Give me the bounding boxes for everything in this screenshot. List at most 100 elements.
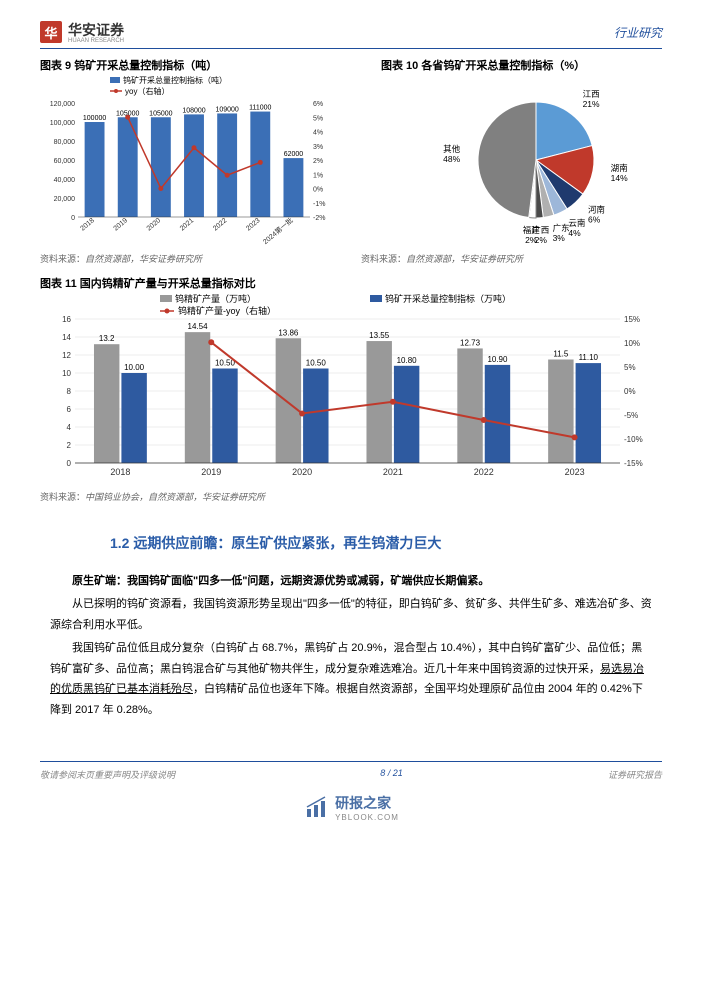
chart10: 江西21%湖南14%河南6%云南4%广东3%广西2%福建2%其他48% bbox=[361, 75, 661, 245]
logo: 华 华安证券 HUAAN RESEARCH bbox=[40, 20, 124, 44]
svg-text:12: 12 bbox=[62, 351, 71, 360]
svg-text:62000: 62000 bbox=[284, 151, 304, 158]
svg-text:10.50: 10.50 bbox=[306, 359, 327, 368]
svg-text:其他: 其他 bbox=[443, 144, 461, 154]
svg-text:2020: 2020 bbox=[146, 217, 163, 232]
svg-text:2%: 2% bbox=[525, 235, 538, 245]
footer: 敬请参阅末页重要声明及评级说明 8 / 21 证券研究报告 bbox=[40, 761, 662, 781]
para-bold: 原生矿端：我国钨矿面临"四多一低"问题，远期资源优势或减弱，矿端供应长期偏紧。 bbox=[50, 571, 652, 592]
chart9-block: 图表 9 钨矿开采总量控制指标（吨） 钨矿开采总量控制指标（吨）yoy（右轴）0… bbox=[40, 57, 341, 265]
chart9: 钨矿开采总量控制指标（吨）yoy（右轴）020,00040,00060,0008… bbox=[40, 75, 340, 245]
svg-text:2023: 2023 bbox=[245, 217, 262, 232]
watermark: 研报之家 YBLOOK.COM bbox=[40, 793, 662, 826]
chart11-title: 图表 11 国内钨精矿产量与开采总量指标对比 bbox=[40, 275, 662, 291]
watermark-en: YBLOOK.COM bbox=[335, 813, 399, 822]
chart11: 钨精矿产量（万吨）钨矿开采总量控制指标（万吨）钨精矿产量-yoy（右轴）0246… bbox=[40, 293, 660, 483]
svg-text:2018: 2018 bbox=[79, 217, 96, 232]
svg-text:100,000: 100,000 bbox=[50, 120, 75, 127]
chart10-source: 资料来源：自然资源部，华安证券研究所 bbox=[361, 252, 662, 265]
svg-text:16: 16 bbox=[62, 315, 71, 324]
logo-sub: HUAAN RESEARCH bbox=[68, 38, 124, 44]
svg-text:广东: 广东 bbox=[553, 223, 570, 233]
svg-text:10.00: 10.00 bbox=[124, 363, 145, 372]
header-category: 行业研究 bbox=[614, 24, 662, 41]
chart11-block: 图表 11 国内钨精矿产量与开采总量指标对比 钨精矿产量（万吨）钨矿开采总量控制… bbox=[40, 275, 662, 503]
svg-text:14: 14 bbox=[62, 333, 71, 342]
logo-icon: 华 bbox=[40, 21, 62, 43]
svg-text:4%: 4% bbox=[313, 130, 323, 137]
chart9-source: 资料来源：自然资源部，华安证券研究所 bbox=[40, 252, 341, 265]
svg-text:109000: 109000 bbox=[215, 106, 238, 113]
svg-text:13.86: 13.86 bbox=[278, 328, 299, 337]
svg-text:2021: 2021 bbox=[383, 467, 403, 477]
svg-text:48%: 48% bbox=[443, 154, 460, 164]
svg-text:-2%: -2% bbox=[313, 215, 325, 222]
svg-text:云南: 云南 bbox=[568, 218, 585, 228]
chart11-source: 资料来源：中国钨业协会，自然资源部，华安证券研究所 bbox=[40, 490, 662, 503]
svg-text:-15%: -15% bbox=[624, 459, 643, 468]
svg-text:108000: 108000 bbox=[182, 107, 205, 114]
footer-right: 证券研究报告 bbox=[608, 768, 662, 781]
svg-text:12.73: 12.73 bbox=[460, 338, 481, 347]
svg-text:14.54: 14.54 bbox=[188, 322, 209, 331]
svg-text:14%: 14% bbox=[611, 173, 628, 183]
chart10-title: 图表 10 各省钨矿开采总量控制指标（%） bbox=[361, 57, 662, 73]
svg-text:-5%: -5% bbox=[624, 411, 638, 420]
watermark-cn: 研报之家 bbox=[335, 793, 391, 813]
svg-text:6%: 6% bbox=[313, 101, 323, 108]
svg-text:-1%: -1% bbox=[313, 201, 325, 208]
svg-text:3%: 3% bbox=[553, 233, 566, 243]
svg-text:60,000: 60,000 bbox=[54, 158, 76, 165]
watermark-icon bbox=[303, 795, 329, 821]
svg-text:10.80: 10.80 bbox=[397, 356, 418, 365]
svg-text:10: 10 bbox=[62, 369, 71, 378]
svg-text:4%: 4% bbox=[568, 228, 581, 238]
svg-text:2023: 2023 bbox=[565, 467, 585, 477]
svg-text:13.2: 13.2 bbox=[99, 334, 115, 343]
svg-text:0%: 0% bbox=[624, 387, 636, 396]
svg-text:yoy（右轴）: yoy（右轴） bbox=[125, 86, 169, 96]
svg-text:2%: 2% bbox=[313, 158, 323, 165]
para2: 我国钨矿品位低且成分复杂（白钨矿占 68.7%，黑钨矿占 20.9%，混合型占 … bbox=[50, 638, 652, 722]
svg-text:105000: 105000 bbox=[149, 110, 172, 117]
section-title: 1.2 远期供应前瞻：原生矿供应紧张，再生钨潜力巨大 bbox=[110, 533, 662, 553]
svg-text:2019: 2019 bbox=[201, 467, 221, 477]
svg-text:0%: 0% bbox=[313, 187, 323, 194]
svg-text:6%: 6% bbox=[588, 214, 601, 224]
svg-text:0: 0 bbox=[71, 215, 75, 222]
svg-text:5%: 5% bbox=[624, 363, 636, 372]
logo-text: 华安证券 bbox=[68, 20, 124, 40]
svg-text:6: 6 bbox=[67, 405, 72, 414]
svg-text:8: 8 bbox=[67, 387, 72, 396]
svg-text:4: 4 bbox=[67, 423, 72, 432]
svg-text:10%: 10% bbox=[624, 339, 640, 348]
footer-left: 敬请参阅末页重要声明及评级说明 bbox=[40, 768, 175, 781]
svg-text:100000: 100000 bbox=[83, 115, 106, 122]
svg-text:-10%: -10% bbox=[624, 435, 643, 444]
page-header: 华 华安证券 HUAAN RESEARCH 行业研究 bbox=[40, 20, 662, 49]
svg-text:11.5: 11.5 bbox=[553, 350, 569, 359]
svg-text:11.10: 11.10 bbox=[579, 353, 599, 362]
svg-text:13.55: 13.55 bbox=[369, 331, 390, 340]
svg-text:5%: 5% bbox=[313, 115, 323, 122]
svg-text:钨精矿产量（万吨）: 钨精矿产量（万吨） bbox=[175, 293, 256, 304]
svg-text:钨精矿产量-yoy（右轴）: 钨精矿产量-yoy（右轴） bbox=[178, 305, 276, 316]
chart10-block: 图表 10 各省钨矿开采总量控制指标（%） 江西21% 湖南14% 河南6%云南4%… bbox=[361, 57, 662, 265]
body-text: 原生矿端：我国钨矿面临"四多一低"问题，远期资源优势或减弱，矿端供应长期偏紧。 … bbox=[50, 571, 652, 721]
svg-text:80,000: 80,000 bbox=[54, 139, 76, 146]
svg-text:2024第一批: 2024第一批 bbox=[261, 216, 295, 245]
svg-text:2020: 2020 bbox=[292, 467, 312, 477]
svg-text:10.90: 10.90 bbox=[487, 355, 508, 364]
svg-text:2022: 2022 bbox=[474, 467, 494, 477]
svg-text:21%: 21% bbox=[583, 99, 600, 109]
svg-text:20,000: 20,000 bbox=[54, 196, 76, 203]
svg-text:河南: 河南 bbox=[588, 204, 605, 214]
svg-text:2: 2 bbox=[67, 441, 72, 450]
svg-text:1%: 1% bbox=[313, 172, 323, 179]
svg-text:40,000: 40,000 bbox=[54, 177, 76, 184]
svg-text:江西: 江西 bbox=[583, 89, 600, 99]
svg-text:2022: 2022 bbox=[212, 217, 229, 232]
svg-text:湖南: 湖南 bbox=[611, 163, 628, 173]
footer-page: 8 / 21 bbox=[380, 768, 403, 781]
chart9-title: 图表 9 钨矿开采总量控制指标（吨） bbox=[40, 57, 341, 73]
